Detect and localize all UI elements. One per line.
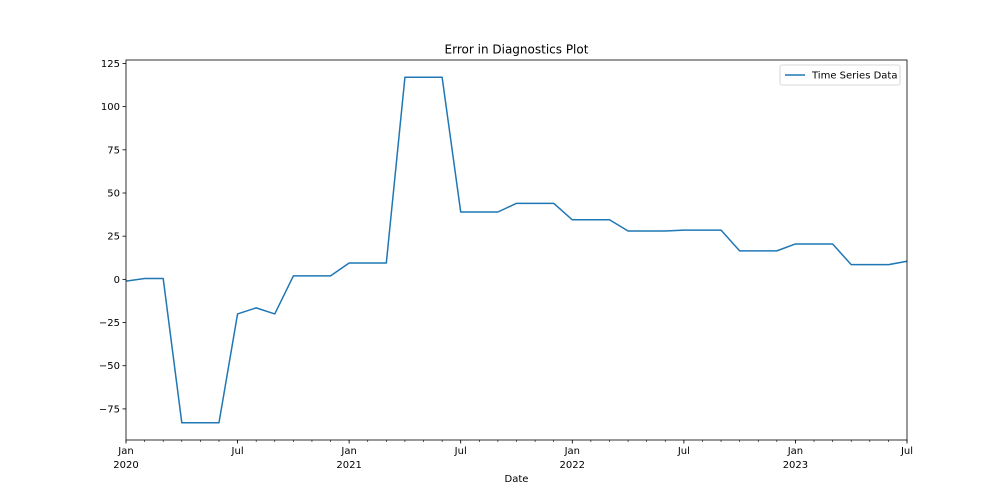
x-tick-year-label: 2021 bbox=[336, 460, 361, 471]
y-tick-label: −75 bbox=[99, 404, 120, 415]
y-tick-label: 25 bbox=[107, 232, 120, 243]
y-tick-label: 50 bbox=[107, 189, 120, 200]
y-tick-label: 100 bbox=[101, 102, 120, 113]
y-tick-label: 75 bbox=[107, 145, 120, 156]
x-tick-label: Jan bbox=[564, 446, 580, 457]
y-tick-label: 125 bbox=[101, 59, 120, 70]
y-axis: 125 100 75 50 25 0 −25 −50 −75 bbox=[99, 59, 126, 415]
x-tick-label: Jan bbox=[787, 446, 803, 457]
x-tick-label: Jan bbox=[340, 446, 356, 457]
y-tick-label: 0 bbox=[114, 275, 120, 286]
legend-label: Time Series Data bbox=[811, 71, 897, 82]
legend: Time Series Data bbox=[779, 64, 901, 86]
x-tick-label: Jul bbox=[900, 446, 913, 457]
x-tick-label: Jul bbox=[454, 446, 467, 457]
legend-box bbox=[779, 64, 901, 86]
x-tick-label: Jan bbox=[117, 446, 133, 457]
x-tick-year-label: 2023 bbox=[783, 460, 808, 471]
x-axis: Jan 2020 Jul Jan 2021 Jul Jan 2022 Jul Jan 2023 Jul bbox=[113, 440, 913, 471]
chart-title: Error in Diagnostics Plot bbox=[445, 43, 589, 57]
x-tick-year-label: 2022 bbox=[560, 460, 585, 471]
series-line-0 bbox=[125, 76, 908, 424]
y-tick-label: −25 bbox=[99, 318, 120, 329]
x-tick-label: Jul bbox=[677, 446, 690, 457]
x-tick-label: Jul bbox=[231, 446, 244, 457]
x-tick-year-label: 2020 bbox=[113, 460, 138, 471]
x-axis-label: Date bbox=[505, 474, 529, 485]
plot-frame bbox=[125, 59, 908, 441]
y-tick-label: −50 bbox=[99, 361, 120, 372]
plot-area bbox=[125, 59, 908, 441]
